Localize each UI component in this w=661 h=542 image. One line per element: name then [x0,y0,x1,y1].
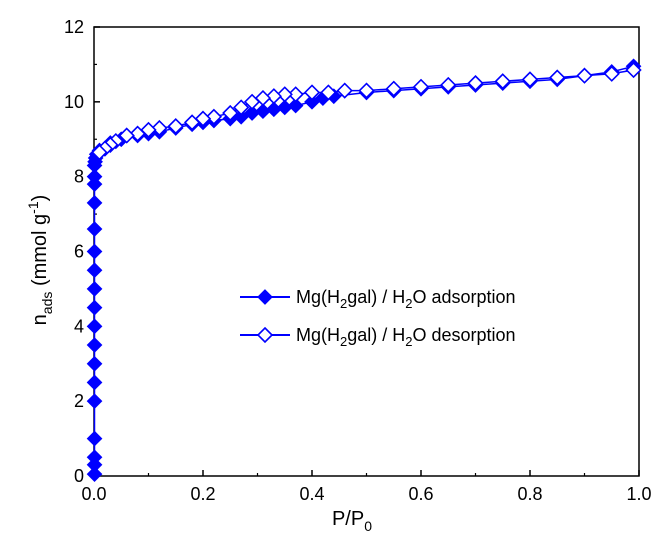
y-axis-title: nads (mmol g-1) [25,195,55,326]
y-tick-label: 8 [74,167,84,187]
adsorption-point [86,221,103,237]
desorption-point [549,69,566,86]
legend-item-desorption: Mg(H2gal) / H2O desorption [240,325,516,349]
x-tick-label: 0.6 [408,484,433,504]
desorption-point [287,86,304,103]
desorption-point [603,65,620,82]
desorption-point [254,89,272,107]
y-tick-label: 0 [74,466,84,486]
desorption-point [243,93,261,110]
adsorption-point [266,101,282,118]
desorption-point [183,114,201,131]
desorption-point [385,80,402,97]
x-tick-label: 0.4 [299,484,324,504]
adsorption-point [287,97,304,114]
adsorption-point [86,355,103,372]
adsorption-point [276,99,293,116]
desorption-point [91,144,108,161]
adsorption-point [86,243,103,260]
series-desorption [91,61,642,161]
desorption-point [140,121,157,139]
x-axis-ticks: 0.0 0.2 0.4 0.6 0.8 1.0 [81,470,652,504]
desorption-point [205,108,223,125]
adsorption-point [86,374,103,391]
desorption-point [440,76,457,94]
adsorption-point [255,103,271,120]
desorption-point [167,118,184,135]
desorption-point [358,82,375,99]
adsorption-point [86,262,103,279]
adsorption-point [86,168,103,185]
adsorption-point [86,299,103,316]
legend-label-adsorption: Mg(H2gal) / H2O adsorption [296,287,516,311]
y-tick-label: 2 [74,391,84,411]
desorption-point [194,110,212,127]
desorption-point [129,125,146,142]
y-tick-label: 4 [74,316,84,336]
legend-marker-filled-diamond [257,289,273,305]
adsorption-point [86,195,103,211]
desorption-point [494,73,511,90]
desorption-point [118,127,135,144]
legend-item-adsorption: Mg(H2gal) / H2O adsorption [240,287,516,311]
y-tick-label: 6 [74,242,84,262]
legend-label-desorption: Mg(H2gal) / H2O desorption [296,325,516,349]
desorption-point [625,61,642,79]
y-tick-label: 10 [64,92,84,112]
adsorption-point [86,281,103,297]
adsorption-point [86,466,103,482]
series-adsorption [86,58,642,482]
x-axis-title: P/P0 [332,508,372,534]
desorption-point [521,71,539,88]
legend-marker-open-diamond [256,326,274,344]
x-tick-label: 0.8 [517,484,542,504]
adsorption-point [86,393,103,410]
desorption-point [151,119,168,137]
desorption-point [320,84,337,101]
y-tick-label: 12 [64,17,84,37]
series-layer [86,58,642,482]
x-tick-label: 0.2 [190,484,215,504]
desorption-point [222,104,239,122]
adsorption-point [86,318,103,335]
desorption-point [412,78,430,95]
adsorption-point [86,449,103,466]
x-tick-label: 0.0 [81,484,106,504]
desorption-point [336,82,353,99]
desorption-point [276,86,293,103]
x-tick-label: 1.0 [626,484,651,504]
adsorption-point [86,337,103,353]
desorption-point [233,99,250,116]
desorption-point [265,88,282,105]
desorption-point [467,74,484,92]
adsorption-point [86,430,103,447]
desorption-point [576,67,593,84]
legend: Mg(H2gal) / H2O adsorption Mg(H2gal) / H… [240,287,516,349]
desorption-point [303,84,321,101]
